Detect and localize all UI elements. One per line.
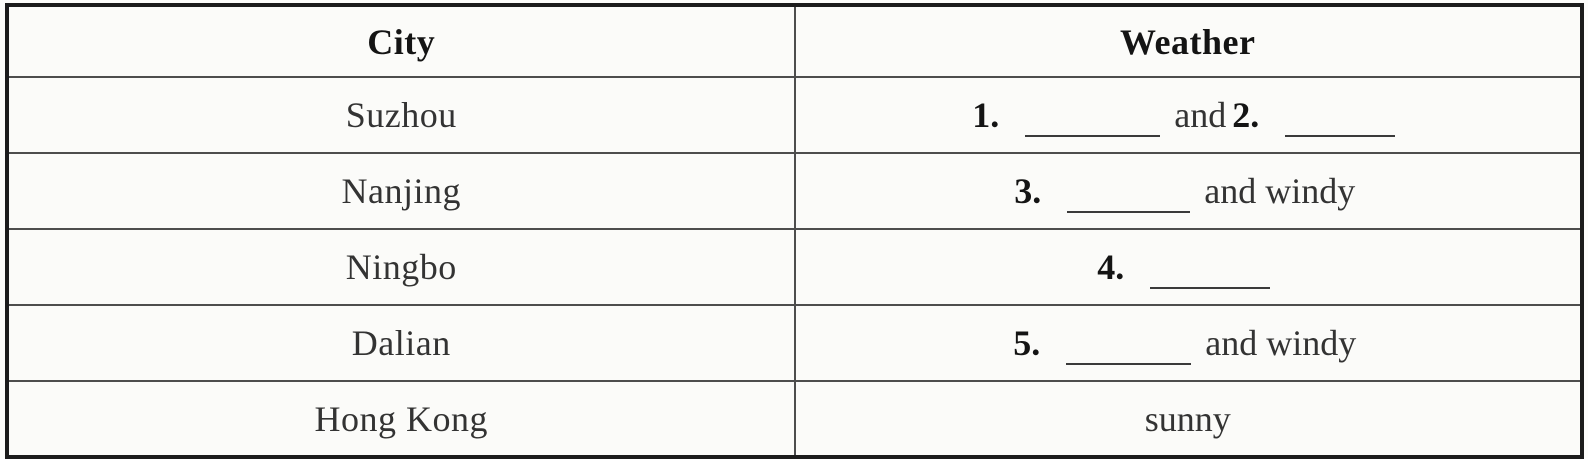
weather-word: sunny bbox=[1144, 398, 1231, 439]
city-cell: Ningbo bbox=[5, 228, 796, 306]
table-header-row: City Weather bbox=[5, 3, 1584, 78]
weather-table: City Weather Suzhou 1. and 2. Nanjing 3. an… bbox=[5, 3, 1584, 459]
column-header-city: City bbox=[5, 3, 796, 78]
weather-blank bbox=[1150, 273, 1271, 289]
weather-blank bbox=[1066, 349, 1192, 365]
table-row-dalian: Dalian 5. and windy bbox=[5, 304, 1584, 382]
weather-number: 4. bbox=[1097, 246, 1125, 287]
weather-number: 1. bbox=[972, 94, 1000, 135]
city-cell: Suzhou bbox=[5, 76, 796, 154]
weather-word: and windy bbox=[1205, 322, 1357, 363]
weather-cell: 1. and 2. bbox=[793, 76, 1584, 154]
weather-number: 2. bbox=[1232, 94, 1260, 135]
weather-word: and windy bbox=[1204, 170, 1356, 211]
weather-number: 5. bbox=[1013, 322, 1041, 363]
table-row-suzhou: Suzhou 1. and 2. bbox=[5, 76, 1584, 154]
column-header-weather: Weather bbox=[793, 3, 1584, 78]
weather-blank bbox=[1285, 121, 1396, 137]
weather-cell: 4. bbox=[793, 228, 1584, 306]
table-row-ningbo: Ningbo 4. bbox=[5, 228, 1584, 306]
weather-cell: sunny bbox=[793, 380, 1584, 459]
weather-cell: 5. and windy bbox=[793, 304, 1584, 382]
city-cell: Dalian bbox=[5, 304, 796, 382]
table-row-hongkong: Hong Kong sunny bbox=[5, 380, 1584, 459]
weather-word: and bbox=[1174, 94, 1227, 135]
weather-blank bbox=[1025, 121, 1161, 137]
weather-number: 3. bbox=[1014, 170, 1042, 211]
weather-blank bbox=[1067, 197, 1191, 213]
city-cell: Nanjing bbox=[5, 152, 796, 230]
table-row-nanjing: Nanjing 3. and windy bbox=[5, 152, 1584, 230]
weather-cell: 3. and windy bbox=[793, 152, 1584, 230]
city-cell: Hong Kong bbox=[5, 380, 796, 459]
